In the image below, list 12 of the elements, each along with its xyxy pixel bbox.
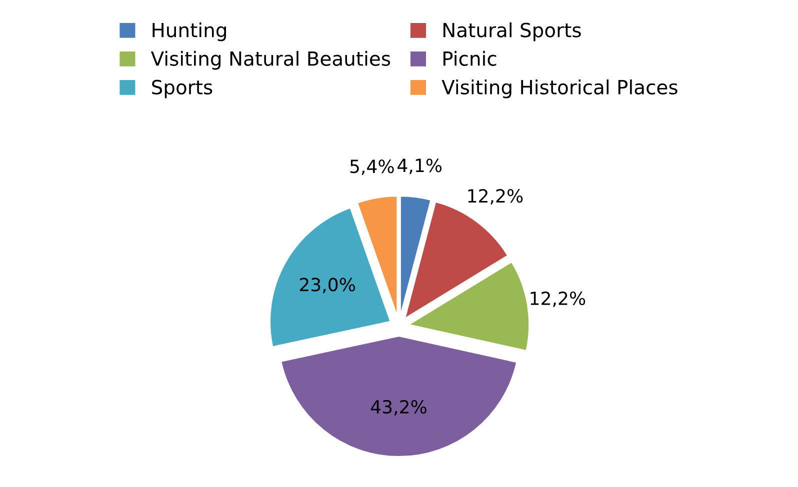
- data-label: 12,2%: [530, 292, 586, 308]
- legend-label: Picnic: [443, 50, 496, 66]
- legend-label: Hunting: [152, 22, 226, 42]
- data-label: 12,2%: [468, 189, 523, 205]
- legend-label: Visiting Natural Beauties: [150, 50, 390, 70]
- legend-label: Sports: [152, 80, 212, 98]
- legend-label: Visiting Historical Places: [442, 79, 678, 98]
- data-label: 4,1%: [398, 158, 442, 174]
- legend-label: Natural Sports: [443, 22, 581, 42]
- data-label: 43,2%: [370, 400, 426, 416]
- data-label: 23,0%: [300, 278, 356, 294]
- data-label: 5,4%: [350, 160, 394, 176]
